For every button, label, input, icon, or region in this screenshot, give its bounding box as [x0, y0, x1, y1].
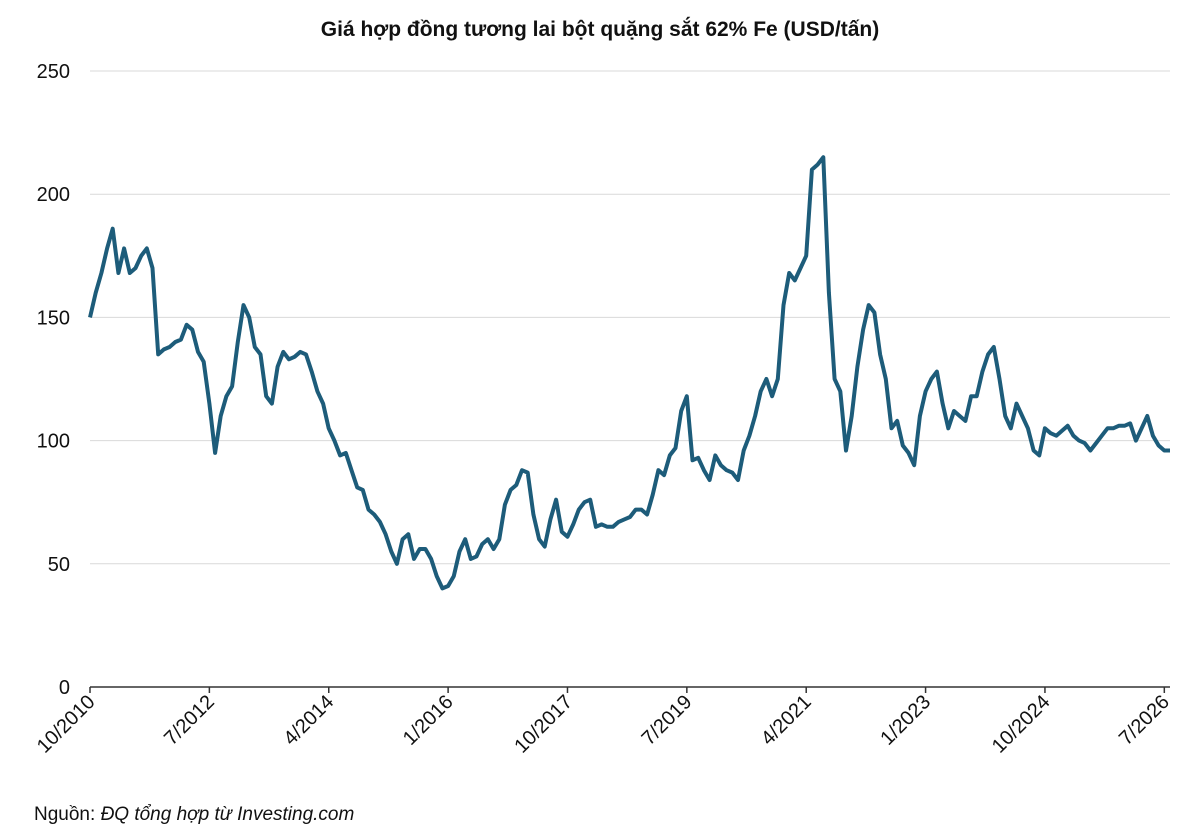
- x-tick-label: 10/2010: [33, 691, 100, 758]
- price-line: [88, 155, 1170, 591]
- source-label: Nguồn:: [34, 804, 95, 825]
- x-tick-label: 1/2016: [399, 691, 458, 750]
- y-tick-label: 100: [37, 431, 70, 453]
- y-tick-label: 0: [59, 677, 70, 699]
- source: ĐQ tổng hợp từ Investing.com: [101, 804, 355, 825]
- x-tick-label: 7/2019: [638, 691, 697, 750]
- x-tick-label: 4/2021: [757, 691, 816, 750]
- chart-title: Giá hợp đồng tương lai bột quặng sắt 62%…: [321, 17, 879, 41]
- y-tick-label: 50: [48, 554, 70, 576]
- y-tick-label: 250: [37, 61, 70, 83]
- source-note: Nguồn: ĐQ tổng hợp từ Investing.com: [34, 804, 354, 825]
- x-tick-label: 10/2017: [510, 691, 577, 758]
- y-tick-label: 200: [37, 184, 70, 206]
- y-tick-label: 150: [37, 307, 70, 329]
- x-tick-label: 10/2024: [988, 691, 1055, 758]
- x-tick-label: 7/2012: [160, 691, 219, 750]
- x-tick-label: 1/2023: [876, 691, 935, 750]
- x-tick-label: 4/2014: [279, 691, 338, 750]
- x-tick-label: 7/2026: [1115, 691, 1174, 750]
